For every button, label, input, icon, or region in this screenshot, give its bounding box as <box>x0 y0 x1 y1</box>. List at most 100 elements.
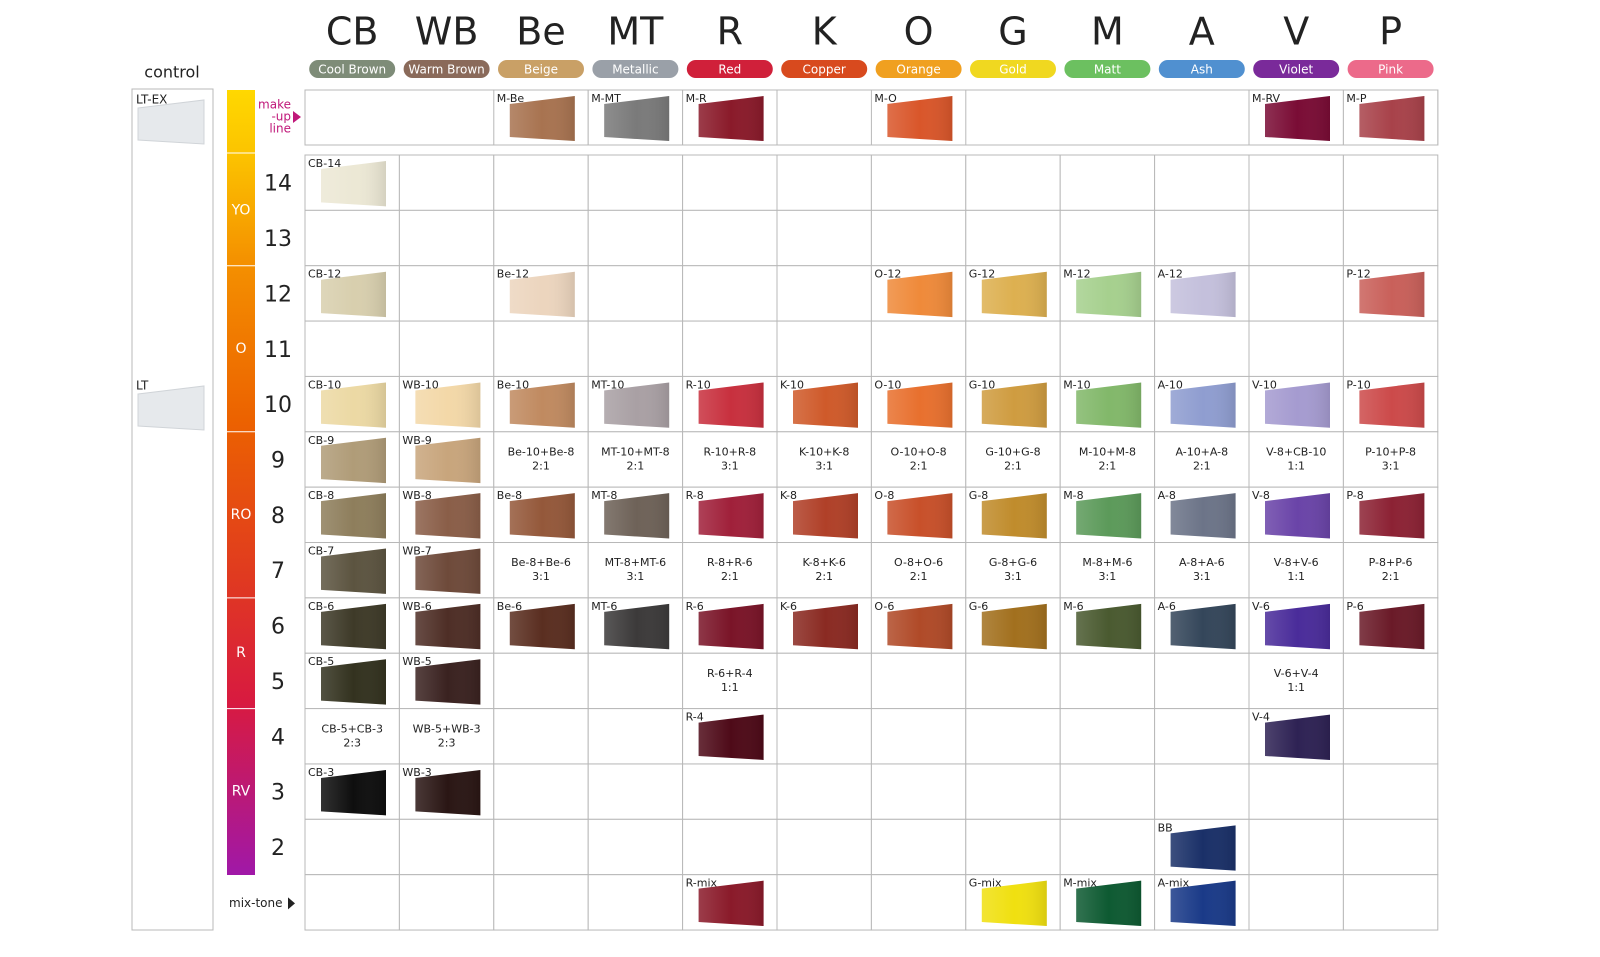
grid-cell <box>1059 818 1156 876</box>
grid-cell <box>587 209 684 267</box>
swatch-sheen <box>415 769 481 816</box>
grid-cell <box>1248 209 1344 267</box>
swatch-label: M-Be <box>497 92 525 105</box>
grid-cell <box>682 818 778 876</box>
swatch-sheen <box>509 603 575 650</box>
swatch-label: A-6 <box>1158 600 1176 613</box>
mix-ratio: 3:1 <box>532 570 550 583</box>
grid-cell <box>776 431 872 488</box>
swatch-label: K-8 <box>780 489 797 502</box>
grid-cell <box>1154 708 1250 765</box>
grid-cell <box>682 209 778 267</box>
grid-cell <box>398 154 495 211</box>
swatch-sheen <box>698 603 764 650</box>
grid-cell <box>965 763 1061 820</box>
mix-formula: K-10+K-8 <box>799 445 849 458</box>
swatch-sheen <box>887 382 953 428</box>
mix-formula: V-8+V-6 <box>1274 556 1319 569</box>
swatch-label: M-R <box>686 92 707 105</box>
swatch-label: R-8 <box>686 489 704 502</box>
grid-cell <box>870 818 967 876</box>
grid-cell <box>870 763 967 820</box>
swatch-label: K-6 <box>780 600 797 613</box>
grid-cell <box>1342 652 1439 710</box>
swatch-label: V-10 <box>1252 378 1277 391</box>
column-code: P <box>1379 10 1402 54</box>
column-name: Metallic <box>612 63 658 77</box>
grid-cell <box>587 652 684 710</box>
grid-cell <box>965 154 1061 211</box>
swatch-sheen <box>887 96 953 141</box>
mix-ratio: 2:1 <box>1193 459 1211 472</box>
grid-cell <box>1154 542 1250 599</box>
mix-ratio: 2:1 <box>532 459 550 472</box>
swatch-label: K-10 <box>780 378 804 391</box>
swatch-label: BB <box>1158 821 1173 834</box>
swatch-sheen <box>1076 880 1142 927</box>
swatch-sheen <box>321 493 386 539</box>
grid-cell <box>870 542 967 599</box>
swatch-label: R-4 <box>686 711 704 724</box>
grid-cell <box>493 154 589 211</box>
swatch-label: P-6 <box>1346 600 1363 613</box>
mix-ratio: 3:1 <box>815 459 833 472</box>
swatch-label: G-8 <box>969 489 989 502</box>
swatch-label: MT-6 <box>591 600 617 613</box>
mix-formula: Be-8+Be-6 <box>511 556 571 569</box>
swatch-sheen <box>415 382 481 428</box>
column-code: CB <box>326 10 379 54</box>
column-name: Gold <box>999 63 1027 77</box>
column-pill <box>1347 60 1434 78</box>
grid-cell <box>587 542 684 599</box>
swatch-sheen <box>415 659 481 705</box>
swatch-sheen <box>698 96 764 141</box>
column-pill <box>781 60 868 78</box>
grid-cell <box>965 542 1061 599</box>
mix-formula: P-10+P-8 <box>1365 445 1416 458</box>
mix-formula: Be-10+Be-8 <box>508 445 575 458</box>
swatch-sheen <box>321 603 386 650</box>
mix-ratio: 2:1 <box>815 570 833 583</box>
column-pill <box>403 60 490 78</box>
swatch-sheen <box>1170 382 1236 428</box>
mix-formula: CB-5+CB-3 <box>321 722 383 735</box>
level-number: 13 <box>264 227 292 252</box>
grid-cell <box>398 265 495 322</box>
grid-cell <box>304 708 400 765</box>
control-label: LT-EX <box>136 93 167 107</box>
column-code: V <box>1283 10 1309 54</box>
swatch-sheen <box>1265 382 1330 428</box>
mix-formula: M-10+M-8 <box>1079 445 1136 458</box>
swatch-label: CB-3 <box>308 766 334 779</box>
level-number: 4 <box>271 725 285 750</box>
swatch-sheen <box>1076 603 1142 650</box>
swatch-label: WB-5 <box>402 655 431 668</box>
swatch-sheen <box>321 161 386 207</box>
grid-cell <box>1154 763 1250 820</box>
swatch-label: M-P <box>1346 92 1366 105</box>
column-code: K <box>812 10 838 54</box>
mix-formula: V-6+V-4 <box>1274 667 1319 680</box>
grid-cell <box>965 818 1061 876</box>
swatch-label: A-mix <box>1158 877 1190 890</box>
level-band-label: O <box>235 341 246 357</box>
swatch-label: CB-7 <box>308 545 334 558</box>
grid-cell <box>682 265 778 322</box>
swatch-label: M-O <box>874 92 897 105</box>
grid-cell <box>493 209 589 267</box>
swatch-sheen <box>793 493 858 539</box>
mix-formula: V-8+CB-10 <box>1266 445 1326 458</box>
mix-ratio: 3:1 <box>1193 570 1211 583</box>
level-number: 14 <box>264 172 292 197</box>
level-bar <box>227 90 255 875</box>
swatch-label: WB-6 <box>402 600 431 613</box>
swatch-sheen <box>1170 825 1236 871</box>
swatch-sheen <box>321 659 386 705</box>
column-name: Orange <box>896 63 940 77</box>
grid-cell <box>587 874 684 931</box>
swatch-sheen <box>1359 382 1425 428</box>
grid-cell <box>1248 818 1344 876</box>
grid-cell <box>1248 431 1344 488</box>
grid-cell <box>1154 652 1250 710</box>
